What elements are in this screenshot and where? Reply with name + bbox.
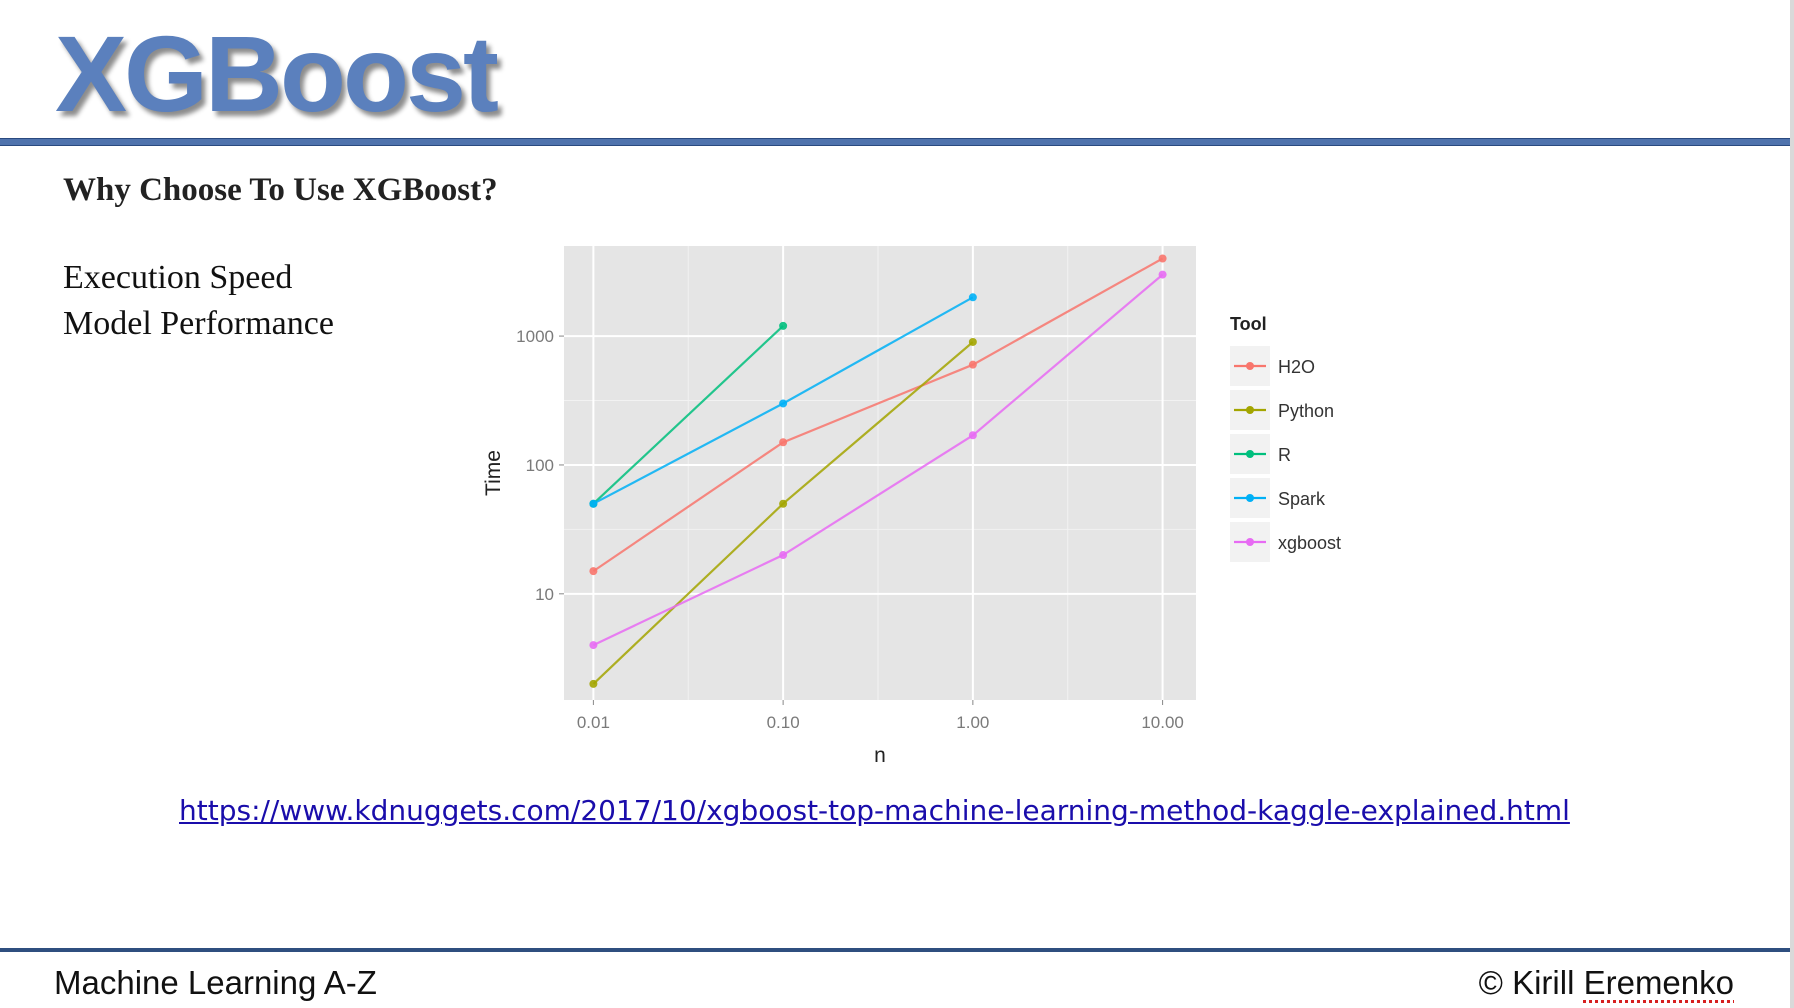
- slide-title: XGBoost: [55, 13, 499, 134]
- data-point-h2o: [589, 567, 598, 576]
- legend-key-point: [1246, 538, 1254, 546]
- series-line-h2o: [592, 257, 1164, 573]
- x-tick-label: 0.10: [767, 713, 800, 732]
- y-tick-label: 1000: [516, 327, 554, 346]
- data-point-spark: [968, 293, 977, 302]
- title-divider: [0, 138, 1790, 146]
- window-edge: [1790, 0, 1794, 1008]
- footer-divider: [0, 948, 1790, 952]
- legend-label: H2O: [1278, 357, 1315, 377]
- y-axis-title: Time: [482, 450, 505, 496]
- data-point-spark: [779, 399, 788, 408]
- author-surname: Eremenko: [1583, 964, 1734, 1001]
- bullet-item: Model Performance: [63, 305, 334, 342]
- x-axis-title: n: [874, 744, 886, 767]
- copyright: © Kirill Eremenko: [1479, 964, 1734, 1002]
- x-tick-label: 1.00: [956, 713, 989, 732]
- data-point-h2o: [968, 360, 977, 369]
- x-tick-label: 0.01: [577, 713, 610, 732]
- x-tick-label: 10.00: [1141, 713, 1184, 732]
- data-point-h2o: [1158, 254, 1167, 263]
- slide-heading: Why Choose To Use XGBoost?: [63, 172, 498, 208]
- legend-key-point: [1246, 450, 1254, 458]
- data-point-xgboost: [779, 551, 788, 560]
- legend-key-point: [1246, 362, 1254, 370]
- data-point-h2o: [779, 438, 788, 447]
- legend-key-point: [1246, 494, 1254, 502]
- y-tick-label: 100: [526, 456, 554, 475]
- time-vs-n-chart: 0.01 0.10 1.00 10.00 10 100 1000 n Time Tool H2O Py…: [482, 246, 1341, 767]
- data-point-spark: [589, 499, 598, 508]
- data-point-xgboost: [589, 641, 598, 650]
- series-line-r: [592, 325, 784, 505]
- y-tick-label: 10: [535, 585, 554, 604]
- plot-panel: [564, 246, 1196, 700]
- series-line-xgboost: [592, 273, 1164, 647]
- source-link[interactable]: https://www.kdnuggets.com/2017/10/xgboos…: [179, 794, 1570, 827]
- bullet-item: Execution Speed: [63, 259, 293, 296]
- data-point-python: [589, 679, 598, 688]
- legend-label: Spark: [1278, 489, 1326, 509]
- legend-label: xgboost: [1278, 533, 1341, 553]
- legend-label: R: [1278, 445, 1291, 465]
- legend-label: Python: [1278, 401, 1334, 421]
- data-point-xgboost: [968, 431, 977, 440]
- data-point-xgboost: [1158, 270, 1167, 279]
- data-point-python: [779, 499, 788, 508]
- bullet-list: Execution Speed Model Performance: [63, 255, 334, 347]
- legend-key-point: [1246, 406, 1254, 414]
- course-name: Machine Learning A-Z: [54, 964, 377, 1001]
- copyright-prefix: © Kirill: [1478, 964, 1584, 1001]
- data-point-r: [779, 321, 788, 330]
- legend-title: Tool: [1230, 314, 1267, 334]
- data-point-python: [968, 337, 977, 346]
